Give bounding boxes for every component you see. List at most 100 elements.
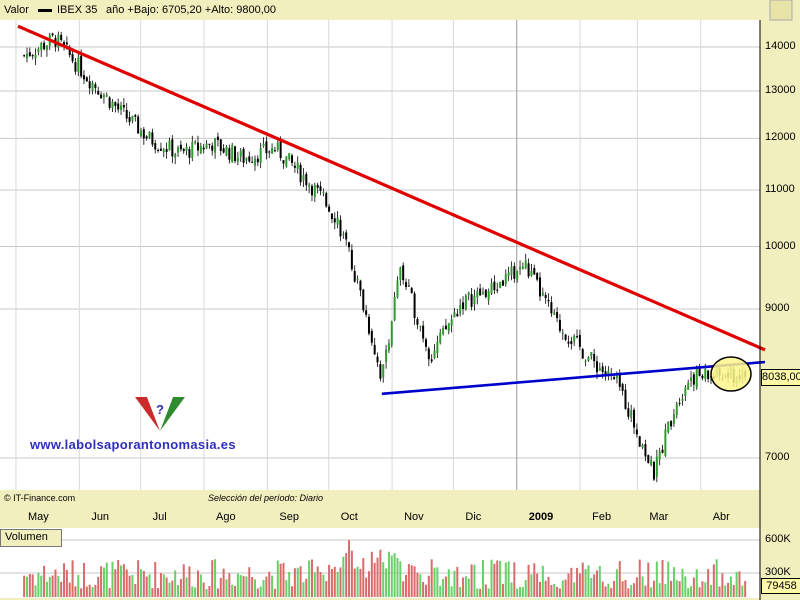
volume-bar bbox=[530, 574, 533, 597]
candle-body bbox=[251, 161, 254, 163]
candle-body bbox=[139, 130, 142, 137]
volume-bar bbox=[276, 560, 279, 597]
volume-bar bbox=[262, 579, 265, 597]
volume-bar bbox=[499, 560, 502, 597]
candle-body bbox=[194, 141, 197, 143]
volume-bar bbox=[194, 587, 197, 597]
candle-body bbox=[473, 295, 476, 305]
candle-body bbox=[547, 299, 550, 302]
volume-bar bbox=[715, 559, 718, 597]
volume-bar bbox=[479, 588, 482, 597]
candle-body bbox=[45, 45, 48, 51]
candle-body bbox=[316, 184, 319, 188]
y-tick-label: 13000 bbox=[765, 83, 796, 96]
candle-body bbox=[214, 138, 217, 153]
watermark-url[interactable]: www.labolsaporantonomasia.es bbox=[30, 437, 236, 452]
candle-body bbox=[681, 398, 684, 402]
candle-body bbox=[590, 352, 593, 357]
candle-body bbox=[647, 455, 650, 464]
candle-body bbox=[521, 266, 524, 269]
volume-bar bbox=[650, 587, 653, 597]
volume-bar bbox=[470, 564, 473, 597]
volume-bar bbox=[547, 576, 550, 597]
candle-body bbox=[211, 145, 214, 151]
volume-bar bbox=[732, 585, 735, 597]
volume-bar bbox=[427, 575, 430, 597]
candle-body bbox=[117, 103, 120, 110]
x-axis-label: May bbox=[27, 511, 49, 523]
price-grid bbox=[0, 20, 760, 490]
candle-body bbox=[37, 48, 40, 53]
volume-bar bbox=[288, 572, 291, 597]
scroll-corner[interactable] bbox=[769, 0, 793, 21]
candle-body bbox=[536, 273, 539, 280]
volume-bar bbox=[672, 567, 675, 597]
volume-bar bbox=[362, 558, 365, 597]
candle-body bbox=[234, 146, 237, 161]
volume-bar bbox=[228, 573, 231, 597]
candle-body bbox=[499, 281, 502, 289]
candle-body bbox=[450, 319, 453, 326]
chart-header: Valor IBEX 35 año +Bajo: 6705,20 +Alto: … bbox=[0, 0, 800, 20]
volume-bar bbox=[556, 586, 559, 597]
y-tick-label: 14000 bbox=[765, 40, 796, 52]
candle-body bbox=[524, 260, 527, 269]
candle-body bbox=[279, 140, 282, 159]
volume-bar bbox=[644, 585, 647, 597]
candle-body bbox=[393, 296, 396, 321]
candle-body bbox=[464, 295, 467, 310]
candle-body bbox=[159, 148, 162, 151]
candle-body bbox=[573, 335, 576, 342]
volume-bar bbox=[216, 588, 219, 597]
candle-body bbox=[635, 429, 638, 435]
volume-bar bbox=[356, 566, 359, 597]
candle-body bbox=[370, 330, 373, 343]
candle-body bbox=[365, 310, 368, 315]
x-axis-label: Mar bbox=[649, 511, 669, 523]
svg-text:?: ? bbox=[156, 402, 164, 417]
x-axis-label: Oct bbox=[340, 511, 358, 523]
volume-bar bbox=[501, 583, 504, 597]
candle-body bbox=[564, 334, 567, 340]
volume-bar bbox=[510, 582, 513, 597]
candle-body bbox=[601, 366, 604, 373]
volume-bar bbox=[587, 565, 590, 597]
candle-body bbox=[188, 149, 191, 158]
candle-body bbox=[541, 292, 544, 296]
volume-bar bbox=[282, 562, 285, 597]
volume-bar bbox=[25, 576, 28, 597]
candle-body bbox=[125, 109, 128, 119]
volume-bar bbox=[211, 560, 214, 597]
volume-bar bbox=[687, 588, 690, 597]
candle-body bbox=[154, 143, 157, 150]
candle-body bbox=[168, 140, 171, 151]
candle-body bbox=[687, 382, 690, 390]
candle-body bbox=[179, 144, 182, 150]
candle-body bbox=[43, 42, 46, 50]
volume-bar bbox=[296, 567, 299, 597]
volume-bar bbox=[71, 560, 74, 597]
candle-body bbox=[268, 151, 271, 153]
volume-bar bbox=[655, 561, 658, 597]
candle-body bbox=[707, 370, 710, 380]
candle-body bbox=[282, 160, 285, 164]
volume-bar bbox=[325, 581, 328, 597]
volume-bar bbox=[442, 579, 445, 597]
series-color-swatch bbox=[38, 9, 52, 12]
candle-body bbox=[587, 357, 590, 361]
volume-bar bbox=[667, 561, 670, 597]
candle-body bbox=[641, 444, 644, 448]
candle-body bbox=[308, 184, 311, 187]
candle-body bbox=[644, 444, 647, 457]
volume-bar bbox=[593, 574, 596, 597]
volume-bar bbox=[57, 575, 60, 597]
volume-bar bbox=[704, 582, 707, 597]
candle-body bbox=[467, 292, 470, 295]
candle-body bbox=[145, 136, 148, 139]
volume-bar bbox=[97, 576, 100, 597]
volume-bar bbox=[496, 560, 499, 597]
volume-bar bbox=[584, 569, 587, 597]
candle-body bbox=[91, 82, 94, 91]
volume-bar bbox=[279, 563, 282, 597]
volume-bar bbox=[379, 549, 382, 597]
